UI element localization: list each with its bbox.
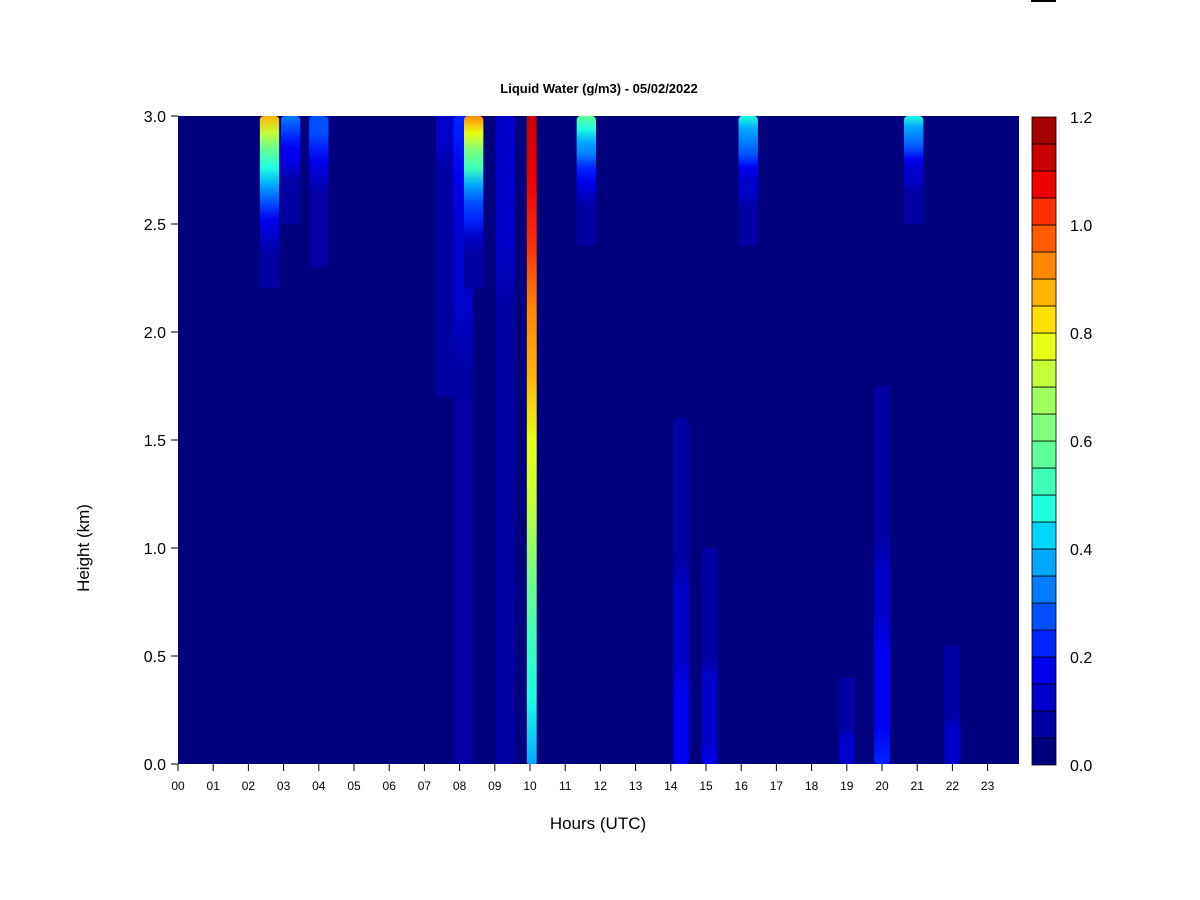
x-axis-label: Hours (UTC) [550,814,646,833]
x-tick-label: 09 [488,779,502,793]
y-tick-label: 1.5 [144,433,166,450]
x-tick-label: 12 [594,779,608,793]
colorbar-segment [1031,116,1057,145]
y-tick-label: 0.0 [144,757,166,774]
x-tick-label: 15 [699,779,713,793]
heatmap-feature [280,116,301,224]
colorbar-segment [1031,656,1057,685]
x-tick-label: 23 [981,779,995,793]
x-tick-label: 16 [735,779,749,793]
heatmap-feature [464,116,484,289]
heatmap-feature [904,116,924,224]
colorbar-segment [1031,386,1057,415]
colorbar-segment [1031,197,1057,226]
y-tick-label: 1.0 [144,541,166,558]
y-axis-label: Height (km) [74,504,93,592]
heatmap-cells [259,116,961,764]
y-tick-label: 0.5 [144,649,166,666]
colorbar-segment [1031,710,1057,739]
colorbar-tick-label: 0.8 [1070,326,1092,343]
chart-title: Liquid Water (g/m3) - 05/02/2022 [500,81,697,96]
heatmap-feature [576,116,596,246]
x-tick-label: 22 [946,779,960,793]
x-tick-label: 01 [207,779,221,793]
colorbar-segment [1031,143,1057,172]
colorbar-tick-label: 0.6 [1070,434,1092,451]
x-tick-label: 10 [523,779,537,793]
heatmap-feature [259,116,280,289]
x-tick-label: 18 [805,779,819,793]
heatmap-feature [526,116,537,764]
x-tick-label: 19 [840,779,854,793]
x-tick-label: 02 [242,779,256,793]
y-tick-label: 3.0 [144,109,166,126]
colorbar-segment [1031,413,1057,442]
heatmap-feature [495,116,516,764]
x-tick-label: 11 [559,779,572,793]
colorbar-tick-label: 0.2 [1070,650,1092,667]
x-tick-label: 21 [911,779,925,793]
x-tick-label: 14 [664,779,678,793]
colorbar-segment [1031,494,1057,523]
colorbar-segment [1031,305,1057,334]
x-tick-label: 13 [629,779,643,793]
heatmap-feature [435,116,456,397]
colorbar-segment [1031,251,1057,280]
colorbar-tick-label: 1.2 [1070,110,1092,127]
colorbar-tick-label: 0.0 [1070,758,1092,775]
colorbar-segment [1031,737,1057,766]
heatmap-feature [309,116,329,268]
colorbar-segment [1031,548,1057,577]
heatmap-feature [738,116,758,246]
colorbar: 0.0 0.2 0.4 0.6 0.8 1.0 1.2 [1031,110,1092,775]
colorbar-segment [1031,224,1057,253]
x-tick-label: 20 [875,779,889,793]
y-tick-label: 2.0 [144,325,166,342]
x-tick-label: 08 [453,779,467,793]
colorbar-segment [1031,440,1057,469]
x-tick-label: 00 [171,779,185,793]
heatmap-feature [701,548,718,764]
colorbar-segment [1031,575,1057,604]
colorbar-segment [1031,359,1057,388]
x-tick-label: 04 [312,779,326,793]
colorbar-segment [1031,170,1057,199]
x-tick-label: 03 [277,779,291,793]
corner-mark [1031,0,1056,2]
plot-area [178,116,1019,764]
heatmap-background [178,116,1019,764]
axes: 00 01 02 03 04 05 06 07 08 09 10 11 12 13 14 15 16 17 18 19… [144,109,995,793]
colorbar-segment [1031,683,1057,712]
colorbar-segment [1031,278,1057,307]
x-tick-label: 06 [383,779,397,793]
y-tick-label: 2.5 [144,217,166,234]
x-tick-label: 17 [770,779,784,793]
x-tick-label: 07 [418,779,432,793]
heatmap-feature [874,386,890,764]
heatmap-feature [838,677,855,764]
colorbar-segment [1031,521,1057,550]
colorbar-tick-label: 1.0 [1070,218,1092,235]
colorbar-segment [1031,332,1057,361]
colorbar-tick-label: 0.4 [1070,542,1092,559]
heatmap-feature [673,418,690,764]
colorbar-segment [1031,629,1057,658]
colorbar-segment [1031,467,1057,496]
colorbar-segment [1031,602,1057,631]
heatmap-feature [944,645,961,764]
x-tick-label: 05 [347,779,361,793]
